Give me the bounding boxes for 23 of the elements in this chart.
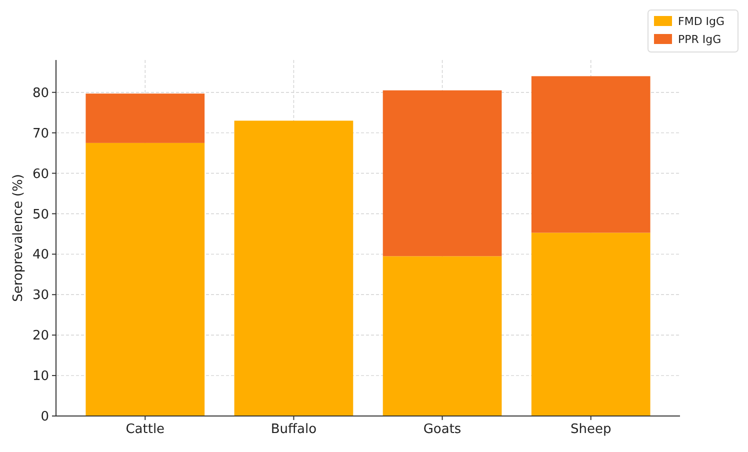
- y-tick-label: 30: [32, 288, 49, 304]
- x-tick-label: Sheep: [570, 422, 612, 437]
- x-tick-label: Goats: [423, 422, 462, 437]
- y-axis-title: Seroprevalence (%): [11, 174, 26, 302]
- bar: [531, 76, 650, 233]
- y-tick-label: 40: [32, 248, 49, 263]
- y-tick-label: 60: [32, 166, 49, 182]
- y-tick-label: 10: [32, 369, 49, 384]
- bar: [382, 256, 502, 416]
- legend-label: PPR IgG: [678, 32, 722, 46]
- y-tick-label: 80: [32, 86, 49, 101]
- x-tick-label: Cattle: [126, 422, 165, 437]
- bar: [234, 120, 354, 416]
- bar: [86, 142, 205, 416]
- y-tick-label: 70: [32, 126, 49, 142]
- x-tick-label: Buffalo: [270, 422, 317, 437]
- bar: [531, 232, 650, 416]
- y-tick-label: 20: [32, 328, 49, 344]
- y-tick-label: 50: [32, 207, 49, 222]
- bar: [86, 94, 205, 143]
- y-tick-label: 0: [40, 410, 49, 425]
- legend-label: FMD IgG: [678, 14, 725, 28]
- bar: [382, 90, 502, 256]
